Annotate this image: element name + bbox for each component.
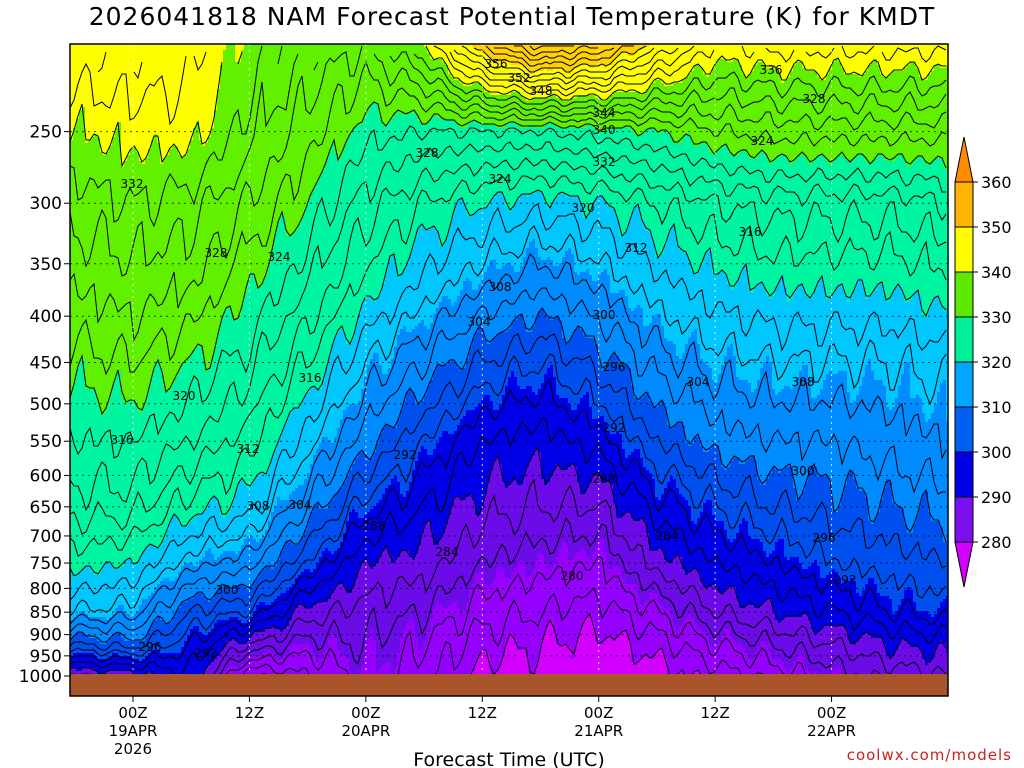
contour-label-320-0: 320 xyxy=(173,389,196,403)
colorbar-label-350: 350 xyxy=(981,218,1012,237)
contour-label-304-0: 304 xyxy=(289,498,312,512)
colorbar-bin-300 xyxy=(955,407,973,452)
y-tick-label-400: 400 xyxy=(30,307,62,327)
colorbar-label-330: 330 xyxy=(981,308,1012,327)
colorbar-low-arrow xyxy=(955,542,973,587)
colorbar-label-280: 280 xyxy=(981,533,1012,552)
x-tick-label-5-0: 12Z xyxy=(700,704,729,722)
x-tick-label-6-0: 00Z xyxy=(817,704,846,722)
colorbar-label-300: 300 xyxy=(981,443,1012,462)
colorbar-high-arrow xyxy=(955,137,973,182)
x-tick-label-2-0: 00Z xyxy=(351,704,380,722)
contour-label-336-0: 336 xyxy=(760,63,783,77)
contour-label-284-0: 284 xyxy=(436,545,459,559)
x-tick-label-4-0: 00Z xyxy=(584,704,613,722)
y-tick-label-900: 900 xyxy=(30,626,62,646)
contour-label-308-2: 308 xyxy=(792,375,815,389)
contour-label-332-1: 332 xyxy=(593,155,616,169)
x-tick-label-2-1: 20APR xyxy=(341,722,390,740)
colorbar-bin-340 xyxy=(955,227,973,272)
x-tick-label-4-1: 21APR xyxy=(574,722,623,740)
x-tick-label-6-1: 22APR xyxy=(807,722,856,740)
contour-label-328-0: 328 xyxy=(205,246,228,260)
colorbar-bin-310 xyxy=(955,362,973,407)
colorbar-bin-320 xyxy=(955,317,973,362)
y-tick-label-250: 250 xyxy=(30,123,62,143)
contour-label-316-0: 316 xyxy=(111,433,134,447)
colorbar-label-310: 310 xyxy=(981,398,1012,417)
contour-label-348-0: 348 xyxy=(530,84,553,98)
x-tick-label-0-0: 00Z xyxy=(118,704,147,722)
contour-label-296-1: 296 xyxy=(603,360,626,374)
y-tick-label-850: 850 xyxy=(30,603,62,623)
contour-label-296-2: 296 xyxy=(813,531,836,545)
contour-label-328-1: 328 xyxy=(416,146,439,160)
potential-temperature-field xyxy=(70,44,949,677)
colorbar-bin-330 xyxy=(955,272,973,317)
contour-label-320-1: 320 xyxy=(572,201,595,215)
y-axis: 250 300 350 400 450 500 550 600 650 700 750 800 850 9… xyxy=(19,123,70,687)
y-tick-label-700: 700 xyxy=(30,527,62,547)
contour-label-312-0: 312 xyxy=(237,442,260,456)
x-tick-label-0-1: 19APR xyxy=(109,722,158,740)
y-tick-label-500: 500 xyxy=(30,395,62,415)
colorbar-label-360: 360 xyxy=(981,173,1012,192)
contour-label-344-0: 344 xyxy=(593,106,616,120)
contour-label-332-0: 332 xyxy=(121,177,144,191)
contour-label-284-1: 284 xyxy=(656,529,679,543)
colorbar-label-320: 320 xyxy=(981,353,1012,372)
contour-label-300-1: 300 xyxy=(593,308,616,322)
contour-label-324-2: 324 xyxy=(751,134,774,148)
contour-label-292-0: 292 xyxy=(195,646,218,660)
y-tick-label-800: 800 xyxy=(30,579,62,599)
x-tick-label-3-0: 12Z xyxy=(468,704,497,722)
y-tick-label-350: 350 xyxy=(30,255,62,275)
y-tick-label-600: 600 xyxy=(30,466,62,486)
colorbar-label-290: 290 xyxy=(981,488,1012,507)
contour-label-324-1: 324 xyxy=(489,172,512,186)
contour-label-316-2: 316 xyxy=(739,225,762,239)
contour-label-324-0: 324 xyxy=(268,250,291,264)
y-tick-label-300: 300 xyxy=(30,194,62,214)
contour-label-316-1: 316 xyxy=(299,371,322,385)
contour-label-328-2: 328 xyxy=(803,92,826,106)
colorbar-label-340: 340 xyxy=(981,263,1012,282)
credit-text: coolwx.com/models xyxy=(847,746,1012,764)
x-axis-label: Forecast Time (UTC) xyxy=(413,749,604,768)
contour-label-288-0: 288 xyxy=(363,519,386,533)
y-tick-label-1000: 1000 xyxy=(19,667,62,687)
colorbar-bin-280 xyxy=(955,497,973,542)
y-tick-label-550: 550 xyxy=(30,432,62,452)
contour-label-308-0: 308 xyxy=(247,499,270,513)
contour-label-312-1: 312 xyxy=(625,241,648,255)
colorbar: 280 290 300 310 320 330 340 350 360 xyxy=(955,137,1012,587)
contour-label-292-3: 292 xyxy=(834,573,857,587)
contour-label-280-0: 280 xyxy=(561,569,584,583)
contour-label-356-0: 356 xyxy=(485,57,508,71)
x-tick-label-1-0: 12Z xyxy=(235,704,264,722)
contour-label-340-0: 340 xyxy=(593,123,616,137)
contour-label-352-0: 352 xyxy=(508,71,531,85)
ground-surface xyxy=(70,674,948,696)
contour-label-288-1: 288 xyxy=(593,472,616,486)
y-tick-label-950: 950 xyxy=(30,647,62,667)
contour-label-304-1: 304 xyxy=(468,315,491,329)
colorbar-bin-350 xyxy=(955,182,973,227)
x-tick-label-0-2: 2026 xyxy=(114,740,152,758)
ground-fill xyxy=(70,674,948,696)
contour-label-292-2: 292 xyxy=(603,421,626,435)
contour-label-292-1: 292 xyxy=(394,448,417,462)
y-tick-label-450: 450 xyxy=(30,353,62,373)
y-tick-label-650: 650 xyxy=(30,498,62,518)
contour-label-308-1: 308 xyxy=(489,280,512,294)
contour-label-304-2: 304 xyxy=(687,375,710,389)
contour-label-296-0: 296 xyxy=(139,640,162,654)
contour-label-300-0: 300 xyxy=(216,583,239,597)
colorbar-bin-290 xyxy=(955,452,973,497)
contour-label-300-2: 300 xyxy=(792,464,815,478)
y-tick-label-750: 750 xyxy=(30,554,62,574)
